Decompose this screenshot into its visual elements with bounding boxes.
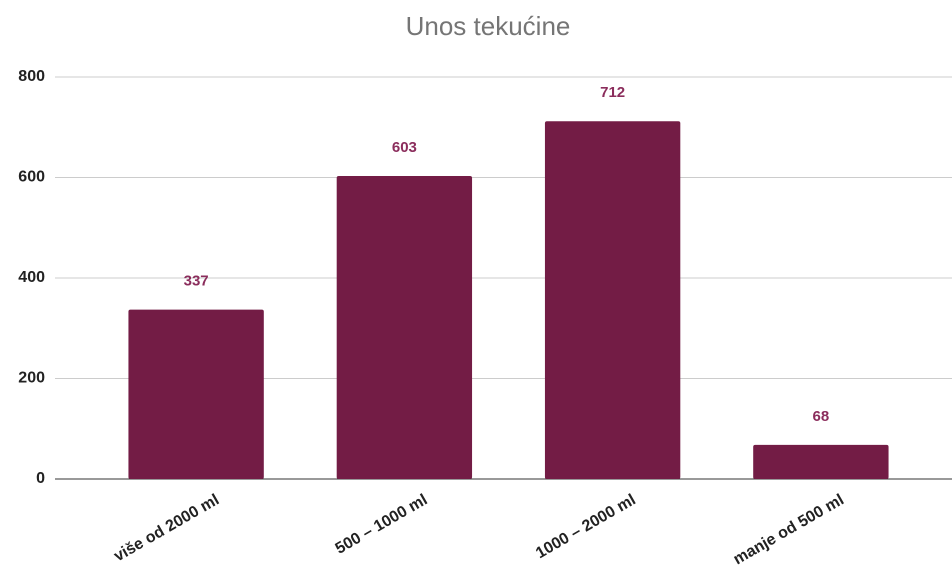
- value-label: 712: [600, 84, 625, 101]
- y-tick-label: 600: [18, 169, 45, 186]
- bar: [753, 444, 889, 479]
- y-tick-label: 0: [36, 470, 45, 487]
- bar: [336, 175, 473, 479]
- y-tick-label: 400: [18, 269, 45, 286]
- x-tick-label: manje od 500 ml: [731, 491, 847, 568]
- bar: [544, 121, 681, 479]
- value-label: 68: [813, 408, 830, 425]
- x-tick-label: 500 – 1000 ml: [333, 491, 431, 557]
- y-tick-label: 200: [18, 370, 45, 387]
- bar: [128, 309, 264, 479]
- y-tick-label: 800: [18, 68, 45, 85]
- value-label: 337: [184, 273, 209, 290]
- chart-title: Unos tekućine: [406, 11, 571, 41]
- x-tick-label: više od 2000 ml: [111, 491, 222, 565]
- value-label: 603: [392, 139, 417, 156]
- x-tick-label: 1000 – 2000 ml: [533, 491, 639, 562]
